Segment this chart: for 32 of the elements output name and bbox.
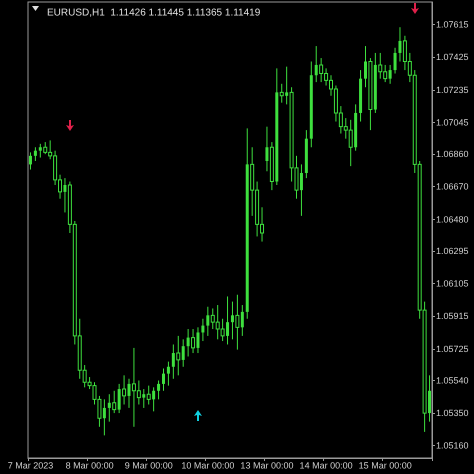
x-tick-label: 8 Mar 00:00 — [66, 460, 114, 470]
candlestick — [28, 152, 32, 170]
y-tick-label: 1.06860 — [436, 149, 469, 160]
x-tick-label: 14 Mar 00:00 — [300, 460, 353, 470]
candlestick — [157, 380, 160, 400]
y-tick-label: 1.07045 — [436, 117, 469, 128]
candlestick — [201, 318, 204, 342]
candlestick — [176, 335, 180, 376]
x-tick-label: 13 Mar 00:00 — [240, 460, 294, 470]
y-tick-label: 1.05350 — [436, 408, 469, 418]
x-tick-label: 9 Mar 00:00 — [124, 460, 173, 470]
candlestick — [112, 390, 116, 414]
y-tick-label: 1.06670 — [436, 182, 469, 192]
candlestick — [166, 361, 170, 386]
y-tick-label: 1.05915 — [436, 311, 469, 322]
y-tick-label: 1.07615 — [436, 20, 469, 30]
candlestick — [394, 47, 397, 74]
candlestick — [162, 368, 165, 392]
text: EURUSD,H1 1.11426 1.11445 1.11365 1.11419 — [47, 8, 261, 18]
candlestick — [146, 385, 151, 405]
y-tick-label: 1.05540 — [436, 375, 469, 386]
x-tick-label: 10 Mar 00:00 — [181, 460, 234, 470]
y-tick-label: 1.07235 — [436, 84, 469, 95]
x-tick-label: 7 Mar 2023 — [8, 460, 54, 470]
candlestick — [34, 146, 37, 162]
y-tick-label: 1.06295 — [436, 246, 469, 256]
y-tick-label: 1.05160 — [436, 440, 469, 451]
y-tick-label: 1.06480 — [436, 214, 469, 224]
y-tick-label: 1.05725 — [436, 344, 469, 354]
x-tick-label: 15 Mar 00:00 — [358, 460, 412, 470]
y-tick-label: 1.06105 — [436, 278, 469, 289]
y-tick-label: 1.07425 — [436, 52, 469, 62]
